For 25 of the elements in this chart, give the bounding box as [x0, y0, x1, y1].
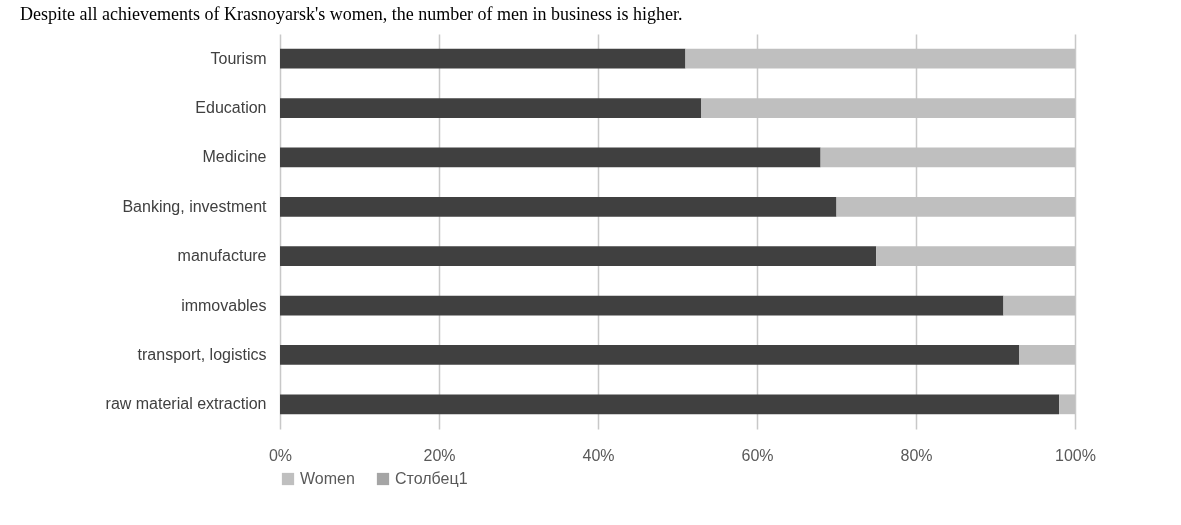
x-tick-label: 60% — [741, 446, 774, 464]
y-tick-label: Medicine — [202, 148, 267, 166]
bar — [280, 48, 686, 69]
chart-title: Despite all achievements of Krasnoyarsk's women, the number of men in business is higher. — [20, 4, 683, 24]
bar — [280, 345, 1020, 365]
bar — [280, 295, 1004, 316]
y-tick-label: raw material extraction — [105, 395, 267, 413]
x-tick-label: 20% — [423, 446, 456, 464]
y-tick-label: transport, logistics — [137, 345, 267, 363]
bar — [280, 147, 821, 168]
y-tick-label: Education — [195, 99, 267, 117]
x-tick-label: 40% — [582, 446, 615, 464]
y-tick-label: Banking, investment — [122, 197, 268, 215]
y-tick-label: Tourism — [210, 49, 267, 67]
x-tick-label: 100% — [1055, 446, 1096, 464]
y-tick-label: immovables — [181, 296, 267, 314]
bar — [280, 98, 702, 118]
x-tick-label: 80% — [900, 446, 933, 464]
legend-label: Women — [300, 470, 355, 487]
legend-label: Столбец1 — [395, 470, 468, 487]
bar — [280, 246, 877, 267]
x-tick-label: 0% — [268, 446, 293, 464]
bar — [280, 394, 1060, 415]
bar — [280, 196, 837, 217]
y-tick-label: manufacture — [177, 247, 267, 265]
